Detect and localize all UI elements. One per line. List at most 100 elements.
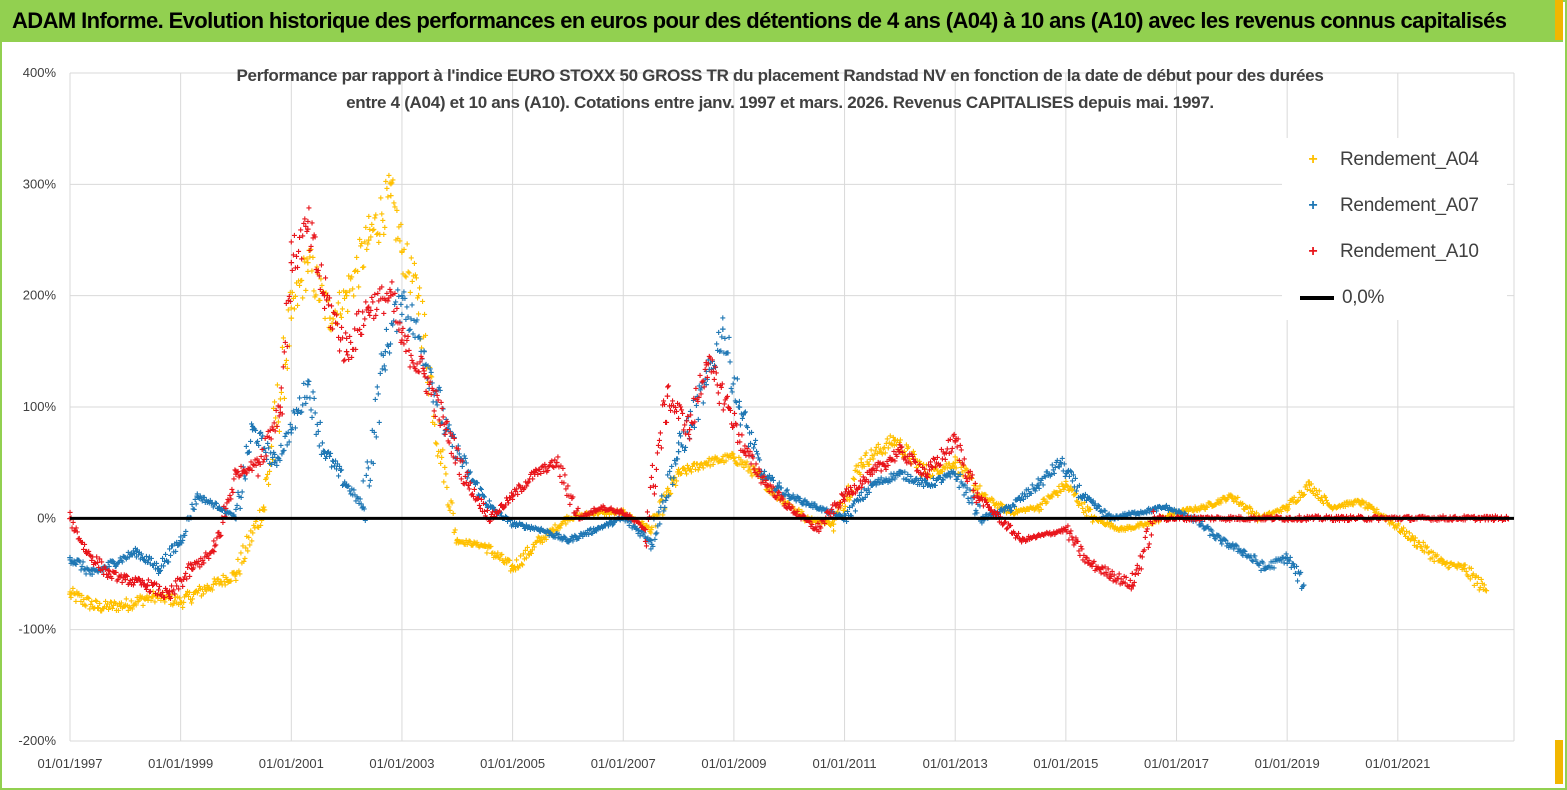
data-point: + <box>165 591 171 602</box>
legend-item-a04[interactable]: + Rendement_A04 <box>1300 146 1479 174</box>
data-point: + <box>553 526 559 537</box>
data-point: + <box>826 517 832 528</box>
data-point: + <box>326 323 332 334</box>
data-point: + <box>313 290 319 301</box>
data-point: + <box>457 538 463 549</box>
data-point: + <box>145 596 151 607</box>
data-point: + <box>409 301 415 312</box>
data-point: + <box>329 319 335 330</box>
data-point: + <box>247 541 253 552</box>
data-point: + <box>883 439 889 450</box>
data-point: + <box>230 488 236 499</box>
data-point: + <box>351 292 357 303</box>
data-point: + <box>584 508 590 519</box>
data-point: + <box>788 504 794 515</box>
data-point: + <box>517 562 523 573</box>
data-point: + <box>462 540 468 551</box>
data-point: + <box>667 490 673 501</box>
data-point: + <box>589 509 595 520</box>
data-point: + <box>691 459 697 470</box>
data-point: + <box>719 456 725 467</box>
data-point: + <box>304 254 310 265</box>
data-point: + <box>802 516 808 527</box>
data-point: + <box>646 523 652 534</box>
data-point: + <box>207 585 213 596</box>
data-point: + <box>163 594 169 605</box>
legend-item-a07[interactable]: + Rendement_A07 <box>1300 192 1479 220</box>
data-point: + <box>609 507 615 518</box>
data-point: + <box>389 277 395 288</box>
data-point: + <box>161 594 167 605</box>
legend-item-a10[interactable]: + Rendement_A10 <box>1300 238 1479 266</box>
data-point: + <box>192 588 198 599</box>
data-point: + <box>632 515 638 526</box>
data-point: + <box>224 575 230 586</box>
data-point: + <box>792 507 798 518</box>
data-point: + <box>260 505 266 516</box>
data-point: + <box>399 246 405 258</box>
data-point: + <box>834 509 840 520</box>
data-point: + <box>866 460 872 471</box>
data-point: + <box>396 223 402 234</box>
data-point: + <box>565 516 571 527</box>
data-point: + <box>93 596 99 607</box>
data-point: + <box>446 503 452 514</box>
data-point: + <box>439 453 445 464</box>
data-point: + <box>695 465 701 476</box>
data-point: + <box>72 589 78 600</box>
data-point: + <box>664 418 670 429</box>
data-point: + <box>371 225 377 236</box>
data-point: + <box>863 449 869 460</box>
data-point: + <box>891 441 897 452</box>
data-point: + <box>132 599 138 610</box>
data-point: + <box>417 283 423 294</box>
resize-handle-bottom[interactable] <box>1555 740 1563 784</box>
data-point: + <box>733 459 739 470</box>
data-point: + <box>653 521 659 532</box>
data-point: + <box>138 594 144 605</box>
data-point: + <box>662 504 668 515</box>
legend-item-zero[interactable]: 0,0% <box>1300 284 1384 312</box>
data-point: + <box>113 599 119 610</box>
data-point: + <box>154 591 160 602</box>
data-point: + <box>406 269 412 280</box>
data-point: + <box>682 465 688 476</box>
data-point: + <box>546 526 552 537</box>
data-point: + <box>850 474 856 485</box>
data-point: + <box>173 593 179 604</box>
data-point: + <box>754 466 760 477</box>
data-point: + <box>394 206 400 217</box>
data-point: + <box>392 202 398 213</box>
x-tick-label: 01/01/2003 <box>369 756 434 771</box>
resize-handle-top[interactable] <box>1555 0 1563 40</box>
data-point: + <box>502 558 508 569</box>
data-point: + <box>713 368 719 379</box>
data-point: + <box>259 516 265 527</box>
data-point: + <box>370 226 376 237</box>
data-point: + <box>231 568 237 579</box>
data-point: + <box>644 521 650 532</box>
data-point: + <box>789 502 795 513</box>
data-point: + <box>340 305 346 316</box>
data-point: + <box>355 267 361 278</box>
data-point: + <box>908 457 914 468</box>
data-point: + <box>116 599 122 610</box>
data-point: + <box>441 477 447 488</box>
data-point: + <box>653 482 659 493</box>
data-point: + <box>519 559 525 570</box>
legend[interactable]: + Rendement_A04 + Rendement_A07 + Rendem… <box>1282 138 1507 320</box>
data-point: + <box>393 236 399 247</box>
data-point: + <box>295 301 301 312</box>
x-tick-label: 01/01/2021 <box>1365 756 1430 771</box>
data-point: + <box>390 176 396 187</box>
data-point: + <box>719 379 725 390</box>
data-point: + <box>599 507 605 518</box>
data-point: + <box>458 537 464 548</box>
data-point: + <box>795 507 801 518</box>
data-point: + <box>171 599 177 610</box>
data-point: + <box>474 538 480 549</box>
data-point: + <box>810 517 816 528</box>
data-point: + <box>143 594 149 605</box>
data-point: + <box>438 459 444 470</box>
data-point: + <box>239 487 245 498</box>
